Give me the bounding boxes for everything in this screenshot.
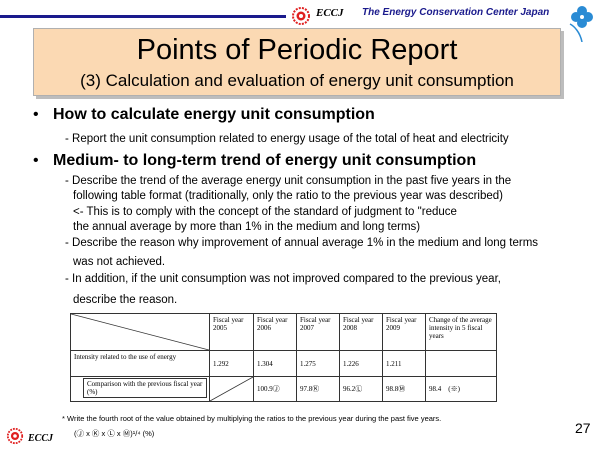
table-cell: 1.226 — [339, 350, 383, 377]
table-diagonal-cell — [209, 376, 254, 402]
bullet-heading-1: • How to calculate energy unit consumptio… — [33, 106, 375, 123]
table-row: Intensity related to the use of energy 1… — [70, 350, 497, 377]
section2-line: describe the reason. — [73, 294, 178, 306]
footer-logo-text: ECCJ — [28, 433, 54, 444]
table-cell: 98.4 (※) — [425, 376, 497, 402]
section2-line: was not achieved. — [73, 256, 166, 268]
table-cell — [425, 350, 497, 377]
table-header-cell: Fiscal year 2006 — [253, 313, 297, 351]
section1-line: - Report the unit consumption related to… — [65, 133, 509, 145]
page-title: Points of Periodic Report — [136, 34, 458, 66]
diagonal-line — [210, 377, 253, 401]
section2-line: - In addition, if the unit consumption w… — [65, 273, 501, 285]
clover-icon — [569, 6, 593, 42]
page-number: 27 — [575, 420, 591, 436]
bullet-heading-2: • Medium- to long-term trend of energy un… — [33, 152, 477, 169]
formula: (Ⓙ x Ⓚ x Ⓛ x Ⓜ)¹/⁴ (%) — [74, 429, 155, 438]
diagonal-line — [71, 314, 209, 350]
table-cell: 98.8Ⓜ — [382, 376, 426, 402]
intensity-table: Fiscal year 2005 Fiscal year 2006 Fiscal… — [70, 313, 497, 402]
table-header-cell: Fiscal year 2009 — [382, 313, 426, 351]
eccj-logo-icon — [6, 427, 24, 445]
bullet-dot-icon: • — [33, 106, 39, 123]
table-cell: 1.275 — [296, 350, 340, 377]
table-row: Comparison with the previous fiscal year… — [70, 376, 497, 402]
table-cell: 97.8Ⓚ — [296, 376, 340, 402]
table-cell: 1.304 — [253, 350, 297, 377]
section2-line: - Describe the trend of the average ener… — [65, 175, 512, 187]
section2-line: <- This is to comply with the concept of… — [73, 206, 457, 218]
header-logo-text: ECCJ — [316, 7, 344, 19]
table-cell: 96.2Ⓛ — [339, 376, 383, 402]
table-header-cell: Change of the average intensity in 5 fis… — [425, 313, 497, 351]
bullet-dot-icon: • — [33, 152, 39, 169]
header-rule — [0, 15, 286, 18]
table-header-cell: Fiscal year 2008 — [339, 313, 383, 351]
table-header-row: Fiscal year 2005 Fiscal year 2006 Fiscal… — [70, 313, 497, 351]
eccj-logo-icon — [292, 7, 310, 25]
table-row-label: Comparison with the previous fiscal year… — [83, 378, 207, 398]
table-row-label: Intensity related to the use of energy — [70, 350, 210, 377]
footnote: * Write the fourth root of the value obt… — [62, 414, 442, 423]
table-cell: 100.9Ⓙ — [253, 376, 297, 402]
title-box: Points of Periodic Report (3) Calculatio… — [33, 28, 561, 96]
section2-line: following table format (traditionally, o… — [73, 190, 503, 202]
page-subtitle: (3) Calculation and evaluation of energy… — [80, 71, 514, 90]
section2-line: - Describe the reason why improvement of… — [65, 237, 539, 249]
table-header-cell: Fiscal year 2005 — [209, 313, 254, 351]
table-header-cell: Fiscal year 2007 — [296, 313, 340, 351]
table-row-label-cell: Comparison with the previous fiscal year… — [70, 376, 210, 402]
table-corner-cell — [70, 313, 210, 351]
section2-line: the annual average by more than 1% in th… — [73, 221, 421, 233]
header-org-name: The Energy Conservation Center Japan — [362, 7, 550, 18]
table-cell: 1.211 — [382, 350, 426, 377]
table-cell: 1.292 — [209, 350, 254, 377]
